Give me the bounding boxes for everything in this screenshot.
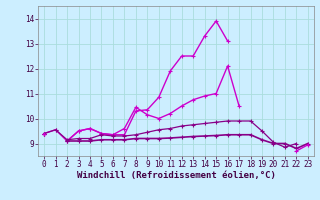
X-axis label: Windchill (Refroidissement éolien,°C): Windchill (Refroidissement éolien,°C) (76, 171, 276, 180)
